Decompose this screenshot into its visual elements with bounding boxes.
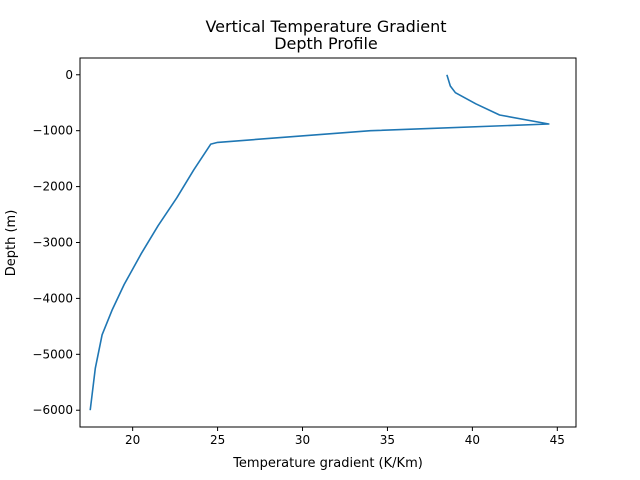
x-tick-label: 40 (465, 433, 480, 447)
y-tick-label: −1000 (32, 124, 73, 138)
series-layer (89, 74, 550, 411)
series-line (89, 74, 550, 411)
chart-title-line-1: Vertical Temperature Gradient (205, 17, 446, 36)
chart-title-line-2: Depth Profile (274, 34, 378, 53)
plot-area-frame (79, 57, 577, 428)
x-tick-label: 30 (295, 433, 310, 447)
y-tick-label: 0 (65, 68, 73, 82)
x-axis-ticks: 20 25 30 35 40 45 (125, 427, 565, 447)
y-tick-label: −5000 (32, 347, 73, 361)
x-tick-label: 35 (380, 433, 395, 447)
y-tick-label: −2000 (32, 180, 73, 194)
y-axis-label: Depth (m) (4, 210, 19, 277)
y-tick-label: −4000 (32, 291, 73, 305)
x-tick-label: 25 (210, 433, 225, 447)
x-tick-label: 20 (125, 433, 140, 447)
y-tick-label: −6000 (32, 403, 73, 417)
x-axis-label: Temperature gradient (K/Km) (232, 456, 423, 471)
y-tick-label: −3000 (32, 236, 73, 250)
x-tick-label: 45 (550, 433, 565, 447)
y-axis-ticks: 0 −1000 −2000 −3000 −4000 −5000 −6000 (32, 68, 80, 417)
